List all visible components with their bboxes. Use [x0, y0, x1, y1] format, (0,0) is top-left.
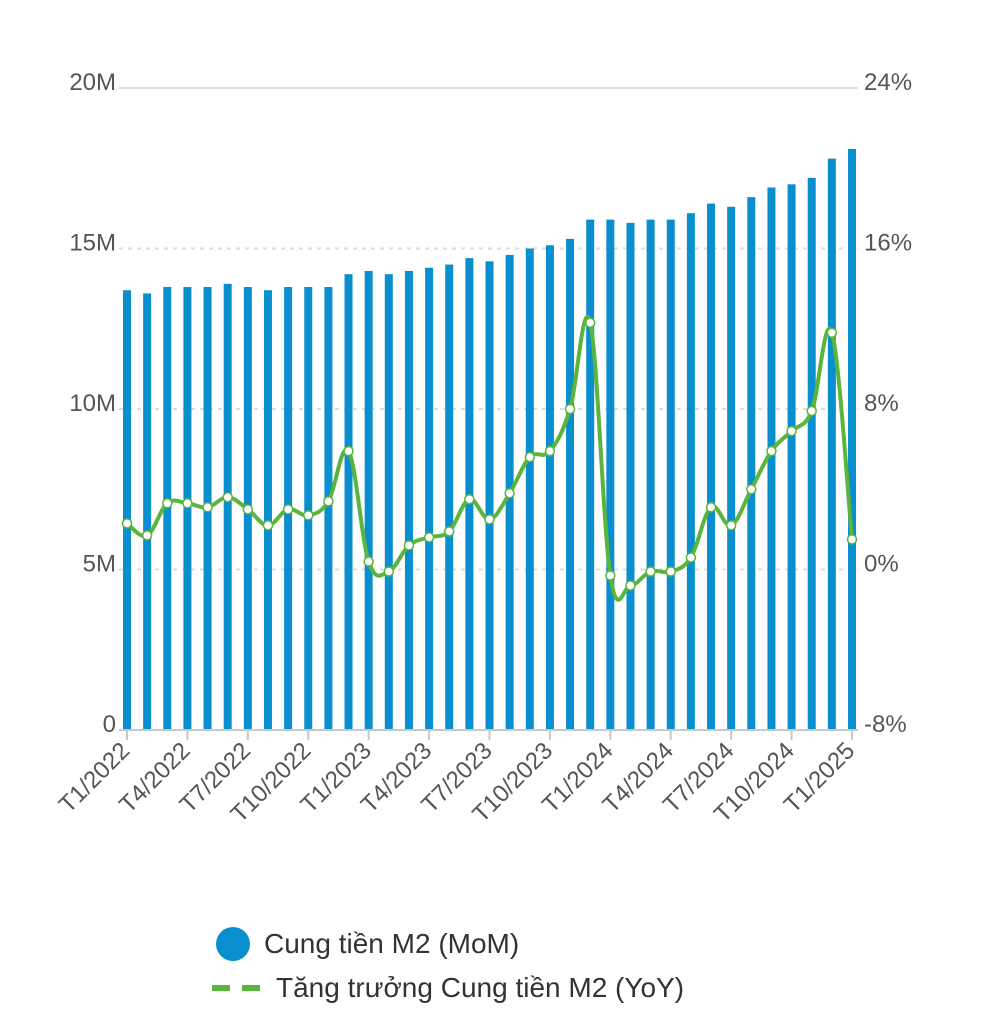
line-point — [443, 526, 455, 537]
line-point — [343, 445, 354, 457]
line-point — [786, 425, 797, 437]
line-point — [846, 534, 858, 545]
bar — [304, 287, 313, 730]
line-point — [423, 532, 435, 543]
right-tick-label: 16% — [864, 230, 912, 257]
line-point — [484, 514, 495, 525]
line-point — [524, 451, 536, 463]
line-point — [121, 518, 133, 529]
line-point — [383, 566, 395, 577]
bar — [344, 274, 353, 730]
line-point — [182, 498, 193, 509]
legend-bar-swatch-icon — [216, 927, 250, 961]
legend-line-label: Tăng trưởng Cung tiền M2 (YoY) — [276, 972, 685, 1003]
line-point — [363, 556, 374, 567]
left-tick-label: 15M — [69, 230, 116, 257]
line-point — [403, 540, 415, 551]
bar — [445, 264, 454, 730]
line-point — [746, 484, 757, 495]
line-point — [323, 496, 334, 507]
bar — [143, 293, 152, 730]
line-point — [806, 405, 817, 417]
bar — [545, 245, 554, 731]
left-tick-label: 5M — [83, 551, 116, 578]
left-axis-ticks: 0 5M 10M 15M 20M — [69, 69, 116, 738]
bar — [666, 219, 675, 731]
bar — [425, 267, 434, 730]
line-point — [605, 570, 616, 581]
bar — [525, 248, 534, 730]
bar — [848, 148, 856, 731]
right-tick-label: 0% — [864, 551, 899, 578]
line-point — [242, 504, 254, 515]
bar — [485, 261, 494, 730]
line-point — [464, 494, 475, 505]
line-point — [665, 566, 676, 577]
bar — [263, 290, 272, 730]
left-tick-label: 0 — [103, 711, 116, 738]
bar — [626, 222, 635, 730]
bar — [364, 270, 373, 730]
line-point — [766, 445, 777, 457]
legend-line-swatch-icon — [212, 985, 262, 991]
bar — [707, 203, 716, 730]
line-point — [725, 520, 737, 531]
line-point — [262, 520, 274, 531]
bar — [566, 238, 575, 730]
bar — [586, 219, 595, 731]
line-point — [625, 580, 636, 591]
line-point — [222, 492, 233, 503]
line-point — [282, 504, 294, 515]
legend-item-bar[interactable]: Cung tiền M2 (MoM) — [212, 922, 684, 966]
line-point — [826, 327, 838, 339]
bar — [646, 219, 655, 731]
bar — [747, 197, 756, 730]
line-point — [504, 488, 515, 499]
left-tick-label: 20M — [69, 69, 116, 96]
line-point — [645, 566, 656, 577]
bar — [807, 177, 816, 730]
right-tick-label: -8% — [864, 711, 907, 738]
line-point — [141, 530, 153, 541]
bar — [727, 206, 736, 730]
bar — [686, 213, 695, 730]
line-point — [584, 317, 596, 328]
bar — [827, 158, 836, 730]
bar — [787, 184, 796, 731]
right-tick-label: 24% — [864, 69, 912, 96]
bar — [324, 287, 333, 730]
line-point — [202, 502, 213, 513]
bar — [384, 274, 393, 730]
line-point — [685, 552, 697, 563]
bar — [123, 290, 131, 730]
legend: Cung tiền M2 (MoM) Tăng trưởng Cung tiền… — [212, 922, 684, 1010]
legend-bar-label: Cung tiền M2 (MoM) — [264, 928, 520, 959]
bar-series — [123, 148, 856, 731]
left-tick-label: 10M — [69, 390, 116, 417]
x-axis-ticks: T1/2022T4/2022T7/2022T10/2022T1/2023T4/2… — [54, 737, 860, 828]
bar — [404, 270, 413, 730]
line-point — [564, 403, 576, 415]
line-series — [121, 314, 858, 602]
line-point — [705, 502, 717, 513]
line-point — [544, 445, 556, 457]
bar — [767, 187, 776, 730]
bar — [223, 283, 232, 730]
right-tick-label: 8% — [864, 390, 899, 417]
line-point — [162, 498, 173, 509]
bar — [606, 219, 615, 731]
legend-item-line[interactable]: Tăng trưởng Cung tiền M2 (YoY) — [212, 966, 684, 1010]
line-point — [303, 510, 314, 521]
x-axis — [119, 729, 858, 740]
right-axis-ticks: -8% 0% 8% 16% 24% — [864, 69, 912, 738]
